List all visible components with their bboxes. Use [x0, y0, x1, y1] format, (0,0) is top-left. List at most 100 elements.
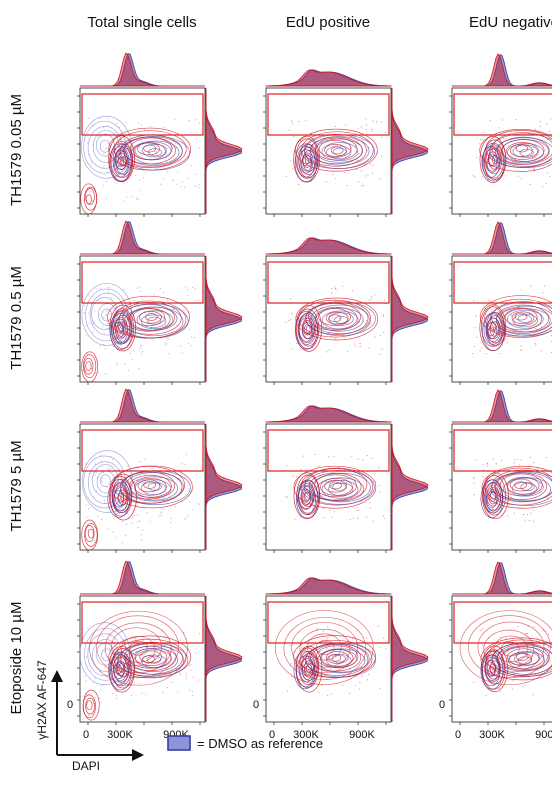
scatter-dot	[492, 343, 494, 345]
scatter-dot	[513, 512, 516, 514]
scatter-dot	[533, 167, 535, 170]
scatter-dot	[141, 352, 143, 355]
scatter-dot	[368, 299, 370, 301]
scatter-dot	[500, 636, 502, 638]
scatter-dot	[141, 350, 144, 353]
scatter-dot	[382, 515, 385, 517]
scatter-dot	[101, 480, 103, 482]
scatter-dot	[166, 328, 168, 330]
scatter-dot	[188, 342, 190, 344]
scatter-dot	[177, 170, 179, 173]
legend-swatch	[167, 735, 191, 751]
scatter-dot	[289, 160, 292, 162]
scatter-dot	[123, 200, 125, 202]
contour-line	[113, 130, 187, 169]
scatter-dot	[533, 168, 535, 171]
scatter-dot	[361, 651, 364, 653]
scatter-dot	[372, 120, 374, 122]
scatter-dot	[103, 165, 105, 167]
contour-line	[87, 528, 95, 539]
scatter-dot	[110, 297, 112, 299]
scatter-dot	[316, 628, 319, 630]
scatter-dot	[193, 336, 196, 339]
contour-line	[134, 141, 172, 161]
scatter-dot	[379, 491, 381, 493]
scatter-dot	[525, 633, 527, 635]
scatter-dot	[166, 171, 168, 173]
scatter-dot	[535, 344, 537, 346]
gate-rectangle	[267, 601, 390, 644]
contour-line	[84, 627, 127, 681]
scatter-dot	[131, 359, 133, 361]
contour-line	[119, 135, 190, 171]
contour-line	[499, 307, 543, 331]
contour-line	[500, 139, 549, 164]
scatter-dot	[358, 688, 360, 690]
scatter-dot	[153, 294, 155, 296]
panel	[449, 53, 552, 217]
scatter-dot	[105, 181, 108, 183]
contour-line	[298, 299, 372, 338]
scatter-dot	[163, 320, 165, 322]
scatter-dot	[187, 288, 189, 291]
histogram-treated	[80, 388, 205, 423]
contour-line	[86, 700, 93, 711]
scatter-dot	[540, 326, 542, 328]
scatter-dot	[479, 350, 481, 352]
scatter-dot	[172, 179, 174, 181]
contour-line	[123, 136, 183, 166]
scatter-dot	[503, 137, 505, 139]
scatter-dot	[371, 130, 373, 132]
scatter-dot	[536, 468, 538, 470]
scatter-dot	[94, 697, 96, 699]
panel	[449, 221, 552, 385]
scatter-dot	[185, 477, 187, 479]
histogram-treated	[452, 221, 552, 255]
contour-line	[507, 143, 544, 162]
contour-line	[109, 465, 193, 509]
histogram-treated	[391, 256, 429, 382]
scatter-dot	[333, 511, 335, 513]
scatter-dot	[500, 690, 502, 693]
scatter-dot	[305, 119, 307, 121]
scatter-dot	[549, 130, 551, 132]
scatter-dot	[326, 647, 328, 649]
scatter-dot	[112, 458, 114, 461]
scatter-dot	[342, 673, 344, 675]
scatter-dot	[96, 477, 98, 479]
scatter-dot	[334, 125, 337, 128]
scatter-dot	[144, 129, 146, 131]
scatter-dot	[330, 693, 333, 695]
contour-line	[120, 635, 156, 663]
scatter-dot	[478, 143, 480, 145]
contour-line	[140, 314, 167, 328]
scatter-dot	[188, 664, 190, 666]
scatter-dot	[501, 485, 503, 487]
contour-line	[81, 115, 132, 179]
scatter-dot	[288, 320, 290, 322]
scatter-dot	[86, 656, 88, 658]
scatter-dot	[369, 507, 371, 509]
contour-line	[84, 186, 98, 211]
scatter-dot	[153, 639, 155, 641]
scatter-dot	[472, 175, 475, 177]
scatter-dot	[480, 630, 482, 632]
scatter-dot	[473, 681, 475, 684]
contour-line	[293, 465, 377, 509]
scatter-dot	[123, 639, 125, 641]
scatter-dot	[326, 637, 328, 639]
contour-line	[129, 474, 172, 498]
contour-line	[330, 146, 344, 155]
contour-line	[487, 326, 495, 337]
scatter-dot	[135, 174, 137, 176]
scatter-dot	[192, 286, 194, 289]
scatter-dot	[94, 474, 96, 476]
scatter-dot	[107, 124, 109, 127]
scatter-dot	[545, 183, 548, 185]
scatter-dot	[379, 688, 381, 690]
contour-line	[91, 297, 118, 330]
scatter-dot	[164, 635, 166, 637]
scatter-dot	[91, 200, 93, 202]
scatter-dot	[322, 630, 324, 632]
scatter-dot	[176, 183, 178, 185]
